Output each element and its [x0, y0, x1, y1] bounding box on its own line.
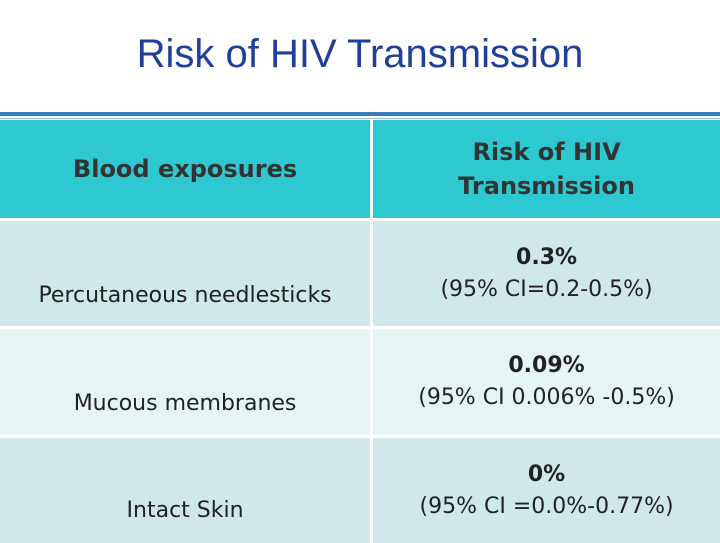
risk-cell: 0.3% (95% CI=0.2-0.5%)	[372, 220, 720, 328]
exposure-cell: Percutaneous needlesticks	[0, 220, 372, 328]
exposure-label: Mucous membranes	[0, 344, 370, 420]
risk-value: 0.3%	[373, 242, 720, 274]
confidence-interval: (95% CI 0.006% -0.5%)	[373, 382, 720, 414]
exposure-cell: Mucous membranes	[0, 328, 372, 437]
risk-cell: 0% (95% CI =0.0%-0.77%)	[372, 437, 720, 543]
risk-cell: 0.09% (95% CI 0.006% -0.5%)	[372, 328, 720, 437]
slide-title: Risk of HIV Transmission	[0, 32, 720, 77]
risk-value: 0.09%	[373, 350, 720, 382]
header-risk: Risk of HIV Transmission	[372, 120, 720, 220]
risk-value: 0%	[373, 459, 720, 491]
exposure-label: Intact Skin	[0, 455, 370, 527]
exposure-label: Percutaneous needlesticks	[0, 236, 370, 312]
table-row: Intact Skin 0% (95% CI =0.0%-0.77%)	[0, 437, 720, 543]
title-underline-thin	[0, 118, 720, 119]
title-underline	[0, 112, 720, 116]
table-header-row: Blood exposures Risk of HIV Transmission	[0, 120, 720, 220]
header-blood-exposures: Blood exposures	[0, 120, 372, 220]
confidence-interval: (95% CI =0.0%-0.77%)	[373, 491, 720, 523]
header-label: Blood exposures	[73, 152, 297, 186]
table-row: Percutaneous needlesticks 0.3% (95% CI=0…	[0, 220, 720, 328]
confidence-interval: (95% CI=0.2-0.5%)	[373, 274, 720, 306]
table-row: Mucous membranes 0.09% (95% CI 0.006% -0…	[0, 328, 720, 437]
exposure-cell: Intact Skin	[0, 437, 372, 543]
header-label: Risk of HIV Transmission	[437, 135, 657, 203]
risk-table: Blood exposures Risk of HIV Transmission…	[0, 120, 720, 543]
